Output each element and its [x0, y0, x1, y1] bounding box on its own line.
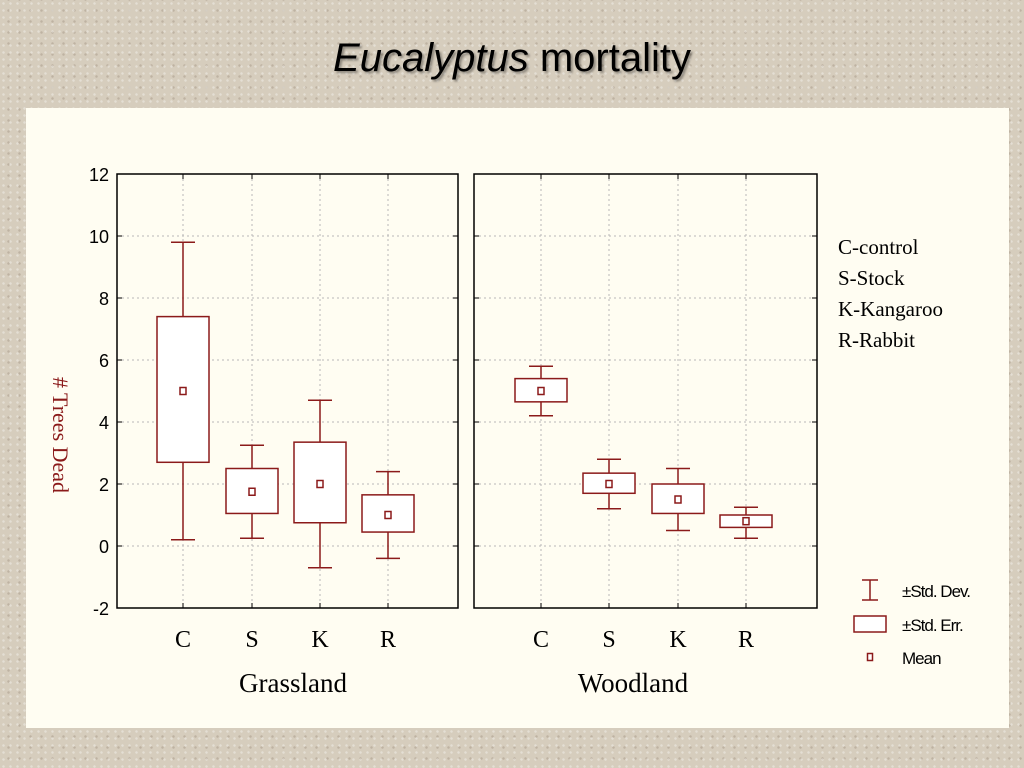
legend-entry: ±Std. Err. [902, 616, 963, 635]
slide-title: Eucalyptus mortality [0, 36, 1024, 81]
y-tick-label: 4 [99, 413, 109, 433]
legend-se-symbol [853, 615, 887, 633]
mean-marker [248, 487, 256, 496]
y-tick-label: 2 [99, 475, 109, 495]
y-tick-label: 0 [99, 537, 109, 557]
mean-marker [742, 516, 750, 526]
mean-marker [179, 386, 187, 396]
key-item-control: C-control [838, 235, 919, 259]
x-tick-label: K [311, 627, 329, 653]
key-item-kangaroo: K-Kangaroo [838, 297, 943, 321]
key-item-stock: S-Stock [838, 266, 905, 290]
key-item-rabbit: R-Rabbit [838, 328, 915, 352]
plot-frame [473, 173, 818, 609]
panel-label-woodland: Woodland [577, 668, 689, 698]
mean-marker [605, 479, 613, 489]
x-tick-label: S [245, 627, 258, 653]
title-italic: Eucalyptus [333, 36, 529, 80]
x-tick-label: S [602, 627, 615, 653]
x-tick-label: R [380, 627, 396, 653]
y-tick-label: 6 [99, 351, 109, 371]
plot-frame [116, 173, 459, 609]
y-tick-label: -2 [93, 599, 109, 619]
mean-marker [316, 479, 324, 489]
y-tick-label: 8 [99, 289, 109, 309]
x-tick-label: K [669, 627, 687, 653]
panel-label-grassland: Grassland [239, 668, 347, 698]
title-rest: mortality [528, 36, 691, 80]
legend-entry: ±Std. Dev. [902, 582, 970, 601]
y-tick-label: 10 [89, 227, 109, 247]
y-tick-label: 12 [89, 165, 109, 185]
x-tick-label: R [738, 627, 754, 653]
legend-mean-symbol [866, 652, 874, 662]
mean-marker [384, 510, 392, 520]
x-tick-label: C [533, 627, 549, 653]
mean-marker [674, 495, 682, 504]
x-tick-label: C [175, 627, 191, 653]
legend-entry: Mean [902, 649, 941, 668]
mean-marker [537, 386, 545, 396]
category-key: C-control S-Stock K-Kangaroo R-Rabbit [838, 232, 943, 356]
